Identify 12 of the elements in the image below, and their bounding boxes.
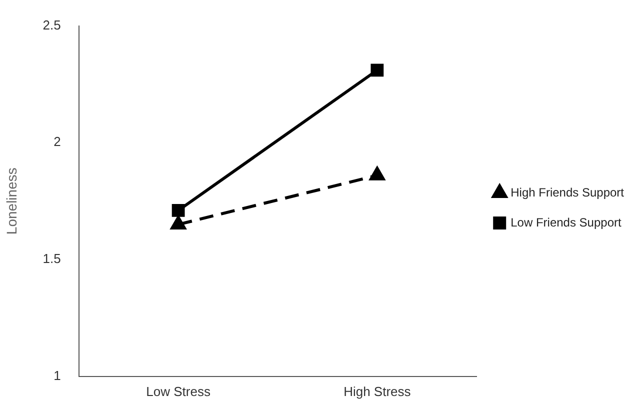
x-tick-label: Low Stress <box>146 384 211 399</box>
y-tick-label: 1 <box>54 368 61 383</box>
point <box>170 216 186 230</box>
x-tick-label: High Stress <box>344 384 412 399</box>
point <box>370 64 384 77</box>
y-tick-label: 1.5 <box>42 251 61 266</box>
y-axis-title: Loneliness <box>3 168 20 235</box>
legend-label: High Friends Support <box>510 185 625 200</box>
y-tick-label: 2 <box>54 134 61 150</box>
point <box>370 166 385 180</box>
legend-label: Low Friends Support <box>510 215 622 230</box>
y-tick-label: 2.5 <box>42 17 61 32</box>
